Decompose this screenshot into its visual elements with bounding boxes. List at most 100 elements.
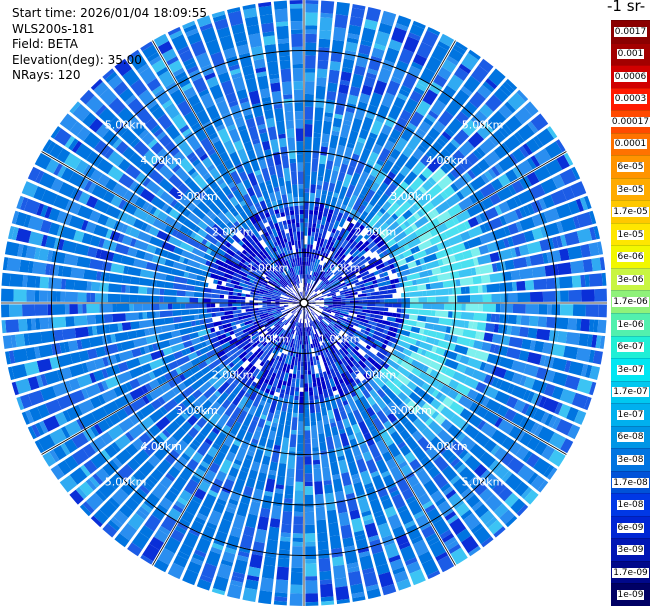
ray-gate-cell xyxy=(345,41,358,53)
ray-gate-cell xyxy=(283,299,293,302)
ray-gate-cell xyxy=(300,378,304,388)
ray-gate-cell xyxy=(63,341,70,353)
ray-gate-cell xyxy=(181,421,193,433)
ray-gate-cell xyxy=(311,267,316,276)
ray-gate-cell xyxy=(468,321,474,329)
ray-gate-cell xyxy=(560,234,567,247)
ray-gate-cell xyxy=(390,430,404,446)
ray-gate-cell xyxy=(403,36,420,53)
ray-gate-cell xyxy=(173,439,188,455)
ray-gate-cell xyxy=(202,292,212,298)
colorbar-tick-label: 0.001 xyxy=(616,49,645,60)
ray-gate-cell xyxy=(338,248,347,258)
ray-gate-cell xyxy=(278,321,283,325)
ray-gate-cell xyxy=(360,470,372,486)
ray-gate-cell xyxy=(120,294,130,303)
ray-gate-cell xyxy=(479,331,485,341)
ray-gate-cell xyxy=(444,218,456,229)
ray-gate-cell xyxy=(237,470,248,482)
ray-gate-cell xyxy=(511,232,527,246)
ray-gate-cell xyxy=(500,293,505,303)
ray-gate-cell xyxy=(319,331,323,337)
ray-gate-cell xyxy=(425,56,442,73)
ray-gate-cell xyxy=(293,511,303,517)
ray-gate-cell xyxy=(493,447,508,461)
ray-gate-cell xyxy=(269,399,278,414)
ray-gate-cell xyxy=(559,388,576,405)
ray-gate-cell xyxy=(386,221,400,234)
ray-gate-cell xyxy=(463,241,470,250)
ray-gate-cell xyxy=(75,487,88,500)
ray-gate-cell xyxy=(326,311,335,317)
ray-gate-cell xyxy=(286,279,290,284)
ray-gate-cell xyxy=(338,378,344,384)
ray-gate-cell xyxy=(258,280,263,285)
ray-gate-cell xyxy=(331,338,336,344)
ray-gate-cell xyxy=(41,234,48,247)
ray-gate-cell xyxy=(251,438,259,445)
ray-gate-cell xyxy=(353,530,365,537)
ray-gate-cell xyxy=(191,495,203,505)
ray-gate-cell xyxy=(311,280,314,285)
ray-gate-cell xyxy=(127,247,138,257)
ray-gate-cell xyxy=(164,281,174,289)
colorbar-level: 1.7e-06 xyxy=(611,290,650,313)
ray-gate-cell xyxy=(60,426,71,439)
ray-gate-cell xyxy=(159,288,165,295)
ray-gate-cell xyxy=(351,348,361,357)
ray-gate-cell xyxy=(478,244,490,255)
ray-gate-cell xyxy=(519,375,527,387)
ray-gate-cell xyxy=(196,275,206,282)
ray-gate-cell xyxy=(283,224,288,230)
ray-gate-cell xyxy=(407,122,417,131)
ray-gate-cell xyxy=(164,103,180,120)
ray-gate-cell xyxy=(318,322,325,330)
ray-gate-cell xyxy=(261,564,275,580)
ray-gate-cell xyxy=(348,212,355,219)
ray-gate-cell xyxy=(397,391,408,402)
ray-gate-cell xyxy=(289,386,295,396)
ray-gate-cell xyxy=(144,328,150,336)
ray-gate-cell xyxy=(305,29,317,35)
colorbar-tick-label: 0.0006 xyxy=(613,71,648,82)
ray-gate-cell xyxy=(272,335,280,344)
ray-gate-cell xyxy=(335,329,340,334)
ray-gate-cell xyxy=(400,360,415,372)
ray-gate-cell xyxy=(98,481,116,499)
ray-gate-cell xyxy=(306,295,313,302)
ray-gate-cell xyxy=(220,315,226,321)
ray-gate-cell xyxy=(212,377,226,390)
ray-gate-cell xyxy=(285,285,293,293)
ray-gate-cell xyxy=(383,294,393,299)
ray-gate-cell xyxy=(245,303,250,306)
ray-gate-cell xyxy=(449,401,465,415)
ray-gate-cell xyxy=(516,504,529,517)
ray-gate-cell xyxy=(455,353,462,362)
ray-gate-cell xyxy=(605,352,607,367)
ray-gate-cell xyxy=(305,3,319,13)
ray-gate-cell xyxy=(270,82,281,93)
ray-gate-cell xyxy=(572,304,586,317)
range-ring-label: 4.00km xyxy=(426,440,468,453)
ray-gate-cell xyxy=(290,429,297,435)
ray-gate-cell xyxy=(365,327,371,332)
ray-gate-cell xyxy=(324,195,332,209)
ray-gate-cell xyxy=(275,323,280,328)
ray-gate-cell xyxy=(9,273,24,287)
ray-gate-cell xyxy=(529,253,545,266)
ray-gate-cell xyxy=(335,291,340,295)
ray-gate-cell xyxy=(179,361,194,373)
ray-gate-cell xyxy=(122,201,138,216)
ray-gate-cell xyxy=(360,227,369,237)
ray-gate-cell xyxy=(483,222,491,232)
ray-gate-cell xyxy=(27,129,42,146)
ray-gate-cell xyxy=(228,337,238,345)
ray-gate-cell xyxy=(366,406,376,417)
ray-gate-cell xyxy=(329,196,338,211)
ray-gate-cell xyxy=(95,104,107,117)
ray-gate-cell xyxy=(343,545,356,552)
ray-gate-cell xyxy=(199,264,209,272)
ray-gate-cell xyxy=(346,335,355,343)
ray-gate-cell xyxy=(138,432,152,445)
ray-gate-cell xyxy=(245,77,258,93)
